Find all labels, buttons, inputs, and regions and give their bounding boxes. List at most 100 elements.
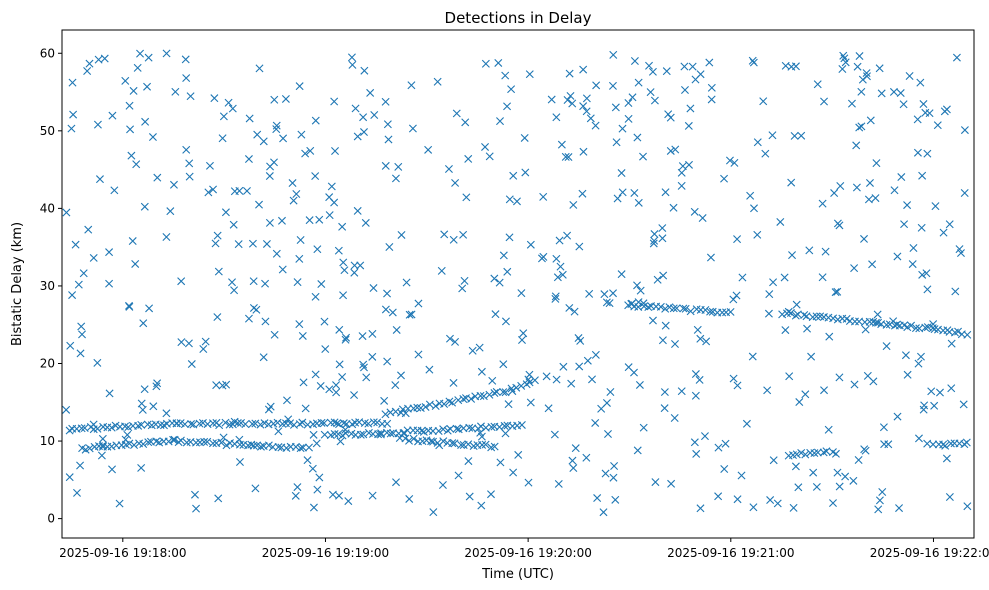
detection-point-track-2 [450, 439, 459, 448]
detection-point-clutter [301, 149, 310, 158]
detection-point-clutter [391, 381, 400, 390]
detection-point-clutter [521, 168, 530, 177]
detection-point-clutter [952, 53, 961, 62]
detection-point-track-1 [208, 419, 217, 428]
detection-point-clutter [153, 173, 162, 182]
detection-point-clutter [753, 230, 762, 239]
detection-point-clutter [94, 55, 103, 64]
detection-point-clutter [525, 370, 534, 379]
detection-point-track-2 [176, 436, 185, 445]
detection-point-clutter [262, 239, 271, 248]
detection-point-clutter [353, 206, 362, 215]
detection-point-clutter [852, 141, 861, 150]
detection-point-clutter [334, 246, 343, 255]
detection-point-clutter [801, 390, 810, 399]
detection-point-clutter [852, 183, 861, 192]
detection-point-clutter [341, 335, 350, 344]
detection-point-track-1 [334, 430, 343, 439]
detection-point-clutter [105, 248, 114, 257]
detection-point-clutter [190, 490, 199, 499]
detection-point-clutter [339, 258, 348, 267]
detection-point-clutter [893, 252, 902, 261]
detection-point-track-3 [421, 402, 430, 411]
detection-point-track-1 [77, 424, 86, 433]
detection-point-clutter [381, 161, 390, 170]
detection-point-track-1 [500, 421, 509, 430]
detection-point-clutter [630, 57, 639, 65]
detection-point-track-3 [381, 410, 390, 419]
detection-point-clutter [889, 87, 898, 96]
detection-point-clutter [903, 370, 912, 379]
detection-point-clutter [559, 362, 568, 371]
detection-point-clutter [658, 224, 667, 233]
detection-point-clutter [935, 388, 944, 397]
detection-point-track-1 [517, 420, 526, 429]
detection-point-clutter [833, 468, 842, 477]
detection-point-clutter [350, 261, 359, 270]
detection-point-clutter [855, 123, 864, 132]
detection-point-clutter [224, 98, 233, 107]
detection-point-clutter [862, 69, 871, 78]
detection-point-clutter [591, 121, 600, 130]
detection-point-clutter [634, 198, 643, 207]
detection-point-track-3 [492, 387, 501, 396]
detection-point-track-2 [208, 439, 217, 448]
detection-point-clutter [875, 496, 884, 505]
detection-point-track-2 [155, 438, 164, 447]
detection-point-clutter [350, 268, 359, 277]
detection-point-clutter [148, 133, 157, 142]
detection-point-clutter [797, 131, 806, 140]
detection-point-clutter [248, 239, 257, 248]
detection-point-clutter [166, 207, 175, 216]
detection-point-clutter [499, 360, 508, 369]
detection-point-clutter [214, 267, 223, 276]
detection-point-clutter [368, 352, 377, 361]
detection-point-track-1 [273, 418, 282, 427]
x-tick-label: 2025-09-16 19:19:00 [262, 546, 389, 560]
detection-point-clutter [445, 334, 454, 343]
detection-point-clutter [514, 450, 523, 459]
detection-point-track-3 [431, 402, 440, 411]
detection-point-clutter [552, 254, 561, 263]
detection-point-clutter [618, 188, 627, 197]
detection-point-clutter [871, 194, 880, 203]
detection-point-clutter [624, 363, 633, 372]
detection-point-clutter [230, 187, 239, 196]
detection-point-clutter [477, 432, 486, 441]
detection-point-clutter [929, 320, 938, 329]
detection-point-clutter [588, 375, 597, 384]
detection-point-clutter [803, 324, 812, 333]
detection-point-clutter [920, 401, 929, 410]
detection-point-clutter [108, 465, 117, 474]
detection-point-clutter [433, 77, 442, 86]
detection-point-clutter [825, 332, 834, 341]
detection-point-clutter [820, 97, 829, 106]
detection-point-clutter [501, 317, 510, 326]
detection-point-clutter [557, 140, 566, 149]
detection-point-clutter [140, 202, 149, 211]
detection-point-track-5 [819, 448, 828, 457]
detection-point-track-2 [433, 438, 442, 447]
detection-point-clutter [923, 439, 932, 448]
detection-point-clutter [864, 195, 873, 204]
x-tick-label: 2025-09-16 19:22:00 [870, 546, 989, 560]
detection-point-clutter [517, 289, 526, 298]
detection-point-track-2 [291, 442, 300, 451]
detection-point-track-2 [139, 440, 148, 449]
detection-point-clutter [788, 251, 797, 260]
detection-point-clutter [89, 420, 98, 429]
detection-point-clutter [795, 398, 804, 407]
detection-point-clutter [914, 359, 923, 368]
detection-point-clutter [690, 438, 699, 447]
x-tick-label: 2025-09-16 19:21:00 [667, 546, 794, 560]
detection-point-clutter [309, 430, 318, 439]
detection-point-clutter [624, 98, 633, 107]
detection-point-clutter [900, 220, 909, 229]
detection-point-clutter [381, 305, 390, 314]
detection-point-clutter [940, 107, 949, 116]
detection-point-clutter [383, 357, 392, 366]
detection-point-clutter [505, 195, 514, 204]
detection-point-clutter [138, 405, 147, 414]
detection-point-track-3 [454, 396, 463, 405]
detection-point-clutter [574, 334, 583, 343]
